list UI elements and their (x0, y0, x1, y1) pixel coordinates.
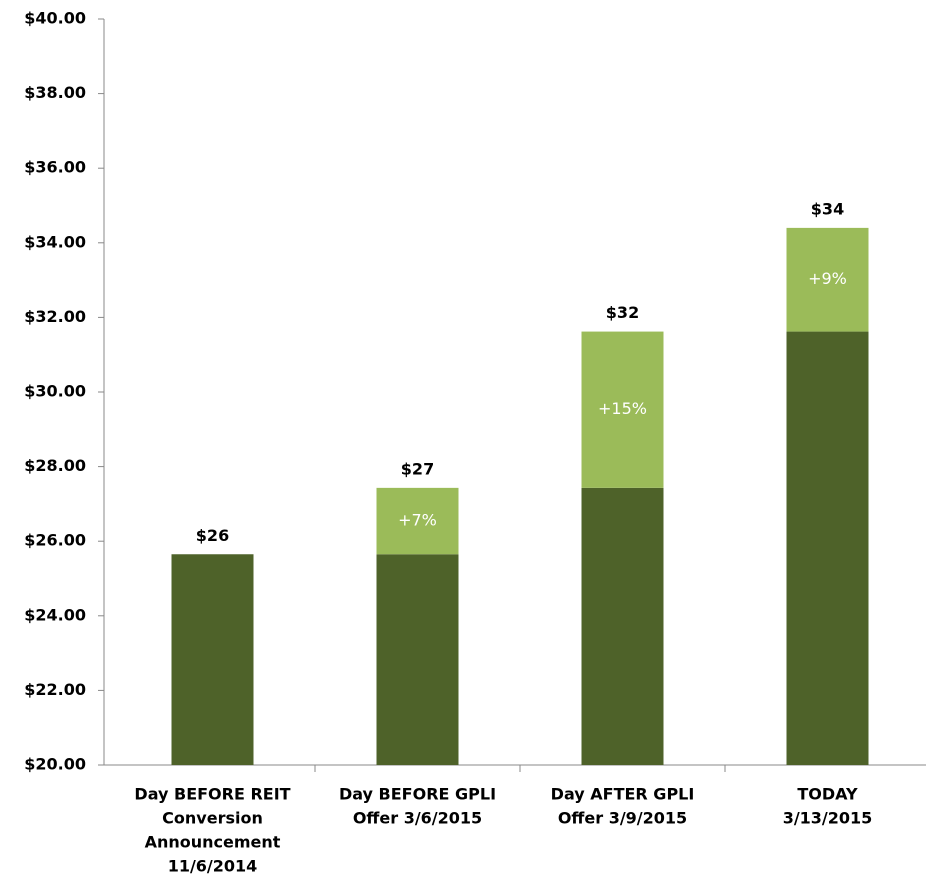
y-tick-label: $22.00 (24, 680, 86, 699)
y-tick-label: $30.00 (24, 382, 86, 401)
total-label: $34 (811, 199, 844, 218)
x-tick-label: Conversion (162, 809, 263, 828)
bar-segment (171, 554, 254, 765)
x-tick-label: Announcement (145, 833, 281, 852)
y-tick-label: $36.00 (24, 158, 86, 177)
total-label: $26 (196, 526, 229, 545)
y-tick-label: $34.00 (24, 232, 86, 251)
x-tick-label: 11/6/2014 (168, 857, 258, 876)
y-tick-label: $26.00 (24, 531, 86, 550)
bar-segment (581, 487, 664, 765)
y-tick-label: $38.00 (24, 83, 86, 102)
y-tick-label: $40.00 (24, 9, 86, 28)
bar-segment (786, 227, 869, 332)
y-tick-label: $20.00 (24, 755, 86, 774)
segment-label: +7% (398, 511, 437, 530)
x-tick-label: Day BEFORE GPLI (339, 785, 496, 804)
y-tick-label: $32.00 (24, 307, 86, 326)
total-label: $27 (401, 459, 434, 478)
segment-label: +15% (598, 399, 647, 418)
y-tick-label: $28.00 (24, 456, 86, 475)
bar-segment (786, 331, 869, 765)
x-tick-label: 3/13/2015 (783, 809, 873, 828)
segment-label: +9% (808, 269, 847, 288)
bar-segment (376, 487, 459, 555)
x-tick-label: Offer 3/6/2015 (353, 809, 482, 828)
bar-segment (581, 331, 664, 488)
x-tick-label: Day BEFORE REIT (134, 785, 290, 804)
bar-segment (376, 554, 459, 765)
total-label: $32 (606, 303, 639, 322)
y-tick-label: $24.00 (24, 605, 86, 624)
x-tick-label: TODAY (797, 785, 858, 804)
x-tick-label: Offer 3/9/2015 (558, 809, 687, 828)
x-tick-label: Day AFTER GPLI (551, 785, 695, 804)
